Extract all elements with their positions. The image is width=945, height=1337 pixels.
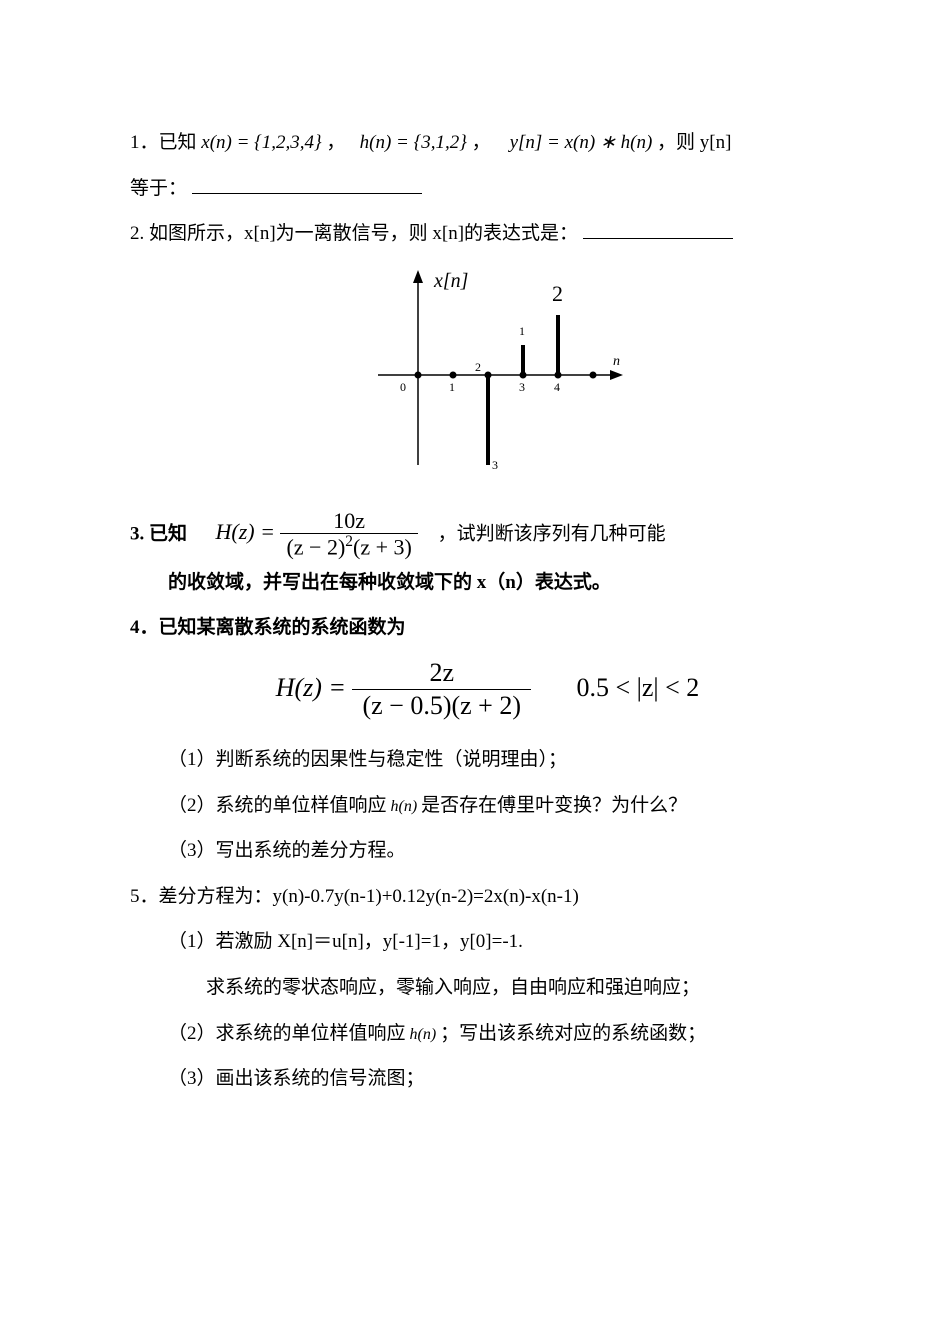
- q3-Hz: H(z) =: [216, 519, 275, 544]
- q5-hn: h(n): [406, 1026, 441, 1043]
- q2-blank: [583, 219, 733, 239]
- figure-xn: x[n] n 0 1 2 3 3 1 4 2: [130, 265, 845, 499]
- q1-y: y[n] = x(n) ∗ h(n): [510, 132, 653, 153]
- axis-label-n: n: [613, 354, 620, 369]
- q1-prefix: 1．已知: [130, 132, 201, 153]
- tick-1: 1: [449, 380, 455, 394]
- q4-s2a: （2）系统的单位样值响应: [168, 795, 387, 816]
- tick-3: 3: [519, 380, 525, 394]
- q1-blank: [192, 174, 422, 194]
- val-1: 1: [519, 324, 525, 338]
- q3-line1: 3. 已知 H(z) = 10z (z − 2)2(z + 3) ，试判断该序列…: [130, 509, 845, 560]
- q5-s2a: （2）求系统的单位样值响应: [168, 1023, 406, 1044]
- q5-header: 5．差分方程为：y(n)-0.7y(n-1)+0.12y(n-2)=2x(n)-…: [130, 874, 845, 920]
- q5-s1: （1）若激励 X[n]＝u[n]，y[-1]=1，y[0]=-1.: [130, 919, 845, 965]
- stem-plot-svg: x[n] n 0 1 2 3 3 1 4 2: [338, 265, 638, 495]
- val-2: 2: [552, 281, 563, 306]
- q1-tail: ，则 y[n]: [657, 132, 731, 153]
- q4-equation: H(z) = 2z (z − 0.5)(z + 2) 0.5 < |z| < 2: [130, 657, 845, 723]
- q2-line: 2. 如图所示，x[n]为一离散信号，则 x[n]的表达式是：: [130, 211, 845, 257]
- q4-header: 4．已知某离散系统的系统函数为: [130, 605, 845, 651]
- val-neg3: 3: [492, 458, 498, 472]
- q1-hn: h(n) = {3,1,2}: [360, 132, 467, 153]
- axis-label-x: x[n]: [433, 270, 468, 292]
- q4-Hz: H(z) =: [276, 673, 346, 702]
- q2-text: 2. 如图所示，x[n]为一离散信号，则 x[n]的表达式是：: [130, 223, 578, 244]
- q4-num: 2z: [352, 657, 531, 690]
- q5-s1b: 求系统的零状态响应，零输入响应，自由响应和强迫响应；: [130, 965, 845, 1011]
- q1-c1: ，: [326, 132, 345, 153]
- q1-line2: 等于：: [130, 166, 845, 212]
- q3-prefix: 3. 已知: [130, 523, 187, 544]
- q4-s3: （3）写出系统的差分方程。: [130, 828, 845, 874]
- q5-s2: （2）求系统的单位样值响应 h(n) ；写出该系统对应的系统函数；: [130, 1011, 845, 1057]
- q3-tail: ，试判断该序列有几种可能: [438, 523, 666, 544]
- q4-hn: h(n): [387, 798, 422, 815]
- tick-2: 2: [475, 360, 481, 374]
- q1-xn: x(n) = {1,2,3,4}: [201, 132, 321, 153]
- q3-num: 10z: [280, 509, 417, 533]
- q3-eqn: H(z) = 10z (z − 2)2(z + 3): [216, 519, 424, 544]
- q3-frac: 10z (z − 2)2(z + 3): [280, 509, 417, 560]
- q3-l2: 的收敛域，并写出在每种收敛域下的 x（n）表达式。: [168, 572, 611, 593]
- q1-line1: 1．已知 x(n) = {1,2,3,4} ， h(n) = {3,1,2} ，…: [130, 120, 845, 166]
- q3-den: (z − 2)2(z + 3): [280, 534, 417, 560]
- q4-s2b: 是否存在傅里叶变换？为什么？: [421, 795, 687, 816]
- q4-roc: 0.5 < |z| < 2: [577, 673, 700, 702]
- q4-s1: （1）判断系统的因果性与稳定性（说明理由）；: [130, 737, 845, 783]
- q3-line2: 的收敛域，并写出在每种收敛域下的 x（n）表达式。: [130, 560, 845, 606]
- q4-den: (z − 0.5)(z + 2): [352, 690, 531, 723]
- tick-4: 4: [554, 380, 560, 394]
- q1-l2pre: 等于：: [130, 178, 187, 199]
- q4-s2: （2）系统的单位样值响应 h(n) 是否存在傅里叶变换？为什么？: [130, 783, 845, 829]
- tick-0: 0: [400, 380, 406, 394]
- q5-s2b: ；写出该系统对应的系统函数；: [440, 1023, 706, 1044]
- q4-frac: 2z (z − 0.5)(z + 2): [352, 657, 531, 723]
- q5-s3: （3）画出该系统的信号流图；: [130, 1056, 845, 1102]
- q1-c2: ，: [472, 132, 491, 153]
